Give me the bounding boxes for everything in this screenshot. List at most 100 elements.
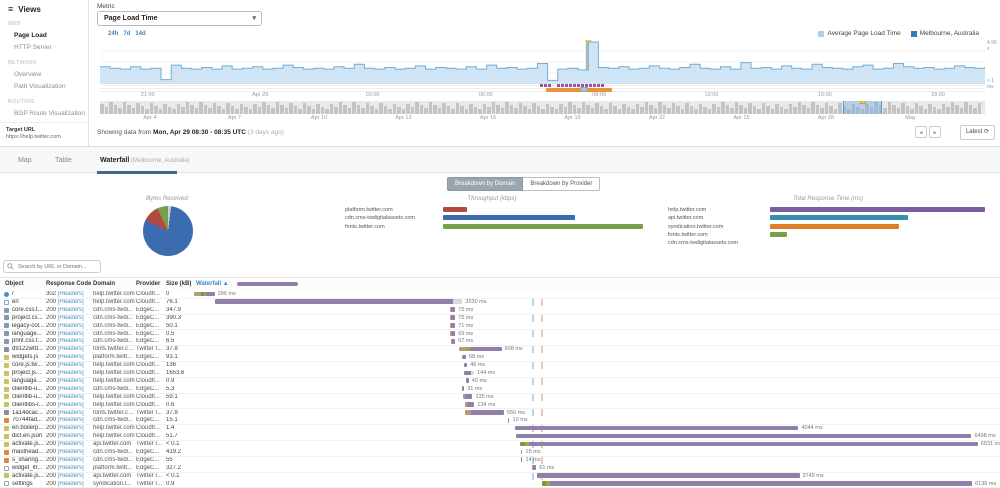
col-size[interactable]: Size (kB) bbox=[166, 281, 192, 287]
overview-timeline[interactable] bbox=[100, 101, 985, 114]
latest-button[interactable]: Latest ⟳ bbox=[959, 125, 995, 140]
tab-table[interactable]: Table bbox=[55, 157, 72, 164]
sidebar-item-overview[interactable]: Overview bbox=[14, 70, 42, 78]
waterfall-bar[interactable] bbox=[537, 473, 800, 478]
headers-link[interactable]: [Headers] bbox=[57, 464, 84, 471]
page-load-time-chart[interactable] bbox=[100, 39, 986, 85]
table-row[interactable]: dict.en.json 200 [Headers] help.twitter.co… bbox=[0, 432, 1000, 442]
doc-file-icon bbox=[4, 299, 9, 305]
table-row[interactable]: clientlibs-r... 200 [Headers] help.twitter… bbox=[0, 400, 1000, 410]
table-row[interactable]: project.js... 200 [Headers] help.twitter.c… bbox=[0, 369, 1000, 378]
headers-link[interactable]: [Headers] bbox=[57, 401, 84, 408]
headers-link[interactable]: [Headers] bbox=[57, 306, 84, 313]
headers-link[interactable]: [Headers] bbox=[57, 393, 84, 400]
headers-link[interactable]: [Headers] bbox=[57, 370, 84, 376]
waterfall-bar[interactable] bbox=[466, 378, 469, 384]
waterfall-bar[interactable] bbox=[462, 386, 465, 391]
headers-link[interactable]: [Headers] bbox=[57, 338, 84, 345]
headers-link[interactable]: [Headers] bbox=[57, 385, 84, 392]
headers-link[interactable]: [Headers] bbox=[57, 409, 84, 416]
waterfall-bar[interactable] bbox=[450, 338, 456, 344]
headers-link[interactable]: [Headers] bbox=[57, 330, 84, 337]
table-row[interactable]: 70744fad... 200 [Headers] cdn.cms-twdi... E… bbox=[0, 416, 1000, 426]
waterfall-bar[interactable] bbox=[521, 449, 523, 455]
table-row[interactable]: /302 [Headers] help.twitter.com Cloudfl...… bbox=[0, 290, 1000, 299]
cell-provider: Twitter I... bbox=[136, 441, 163, 448]
tab-waterfall[interactable]: Waterfall (Melbourne, Australia) bbox=[100, 157, 190, 164]
col-response-code[interactable]: Response Code bbox=[46, 281, 92, 287]
table-row[interactable]: widget_ifr... 200 [Headers] platform.twitt… bbox=[0, 463, 1000, 473]
breakdown-by-provider-button[interactable]: Breakdown by Provider bbox=[523, 177, 601, 191]
waterfall-bar[interactable] bbox=[463, 362, 468, 368]
waterfall-bar[interactable] bbox=[516, 433, 972, 439]
headers-link[interactable]: [Headers] bbox=[57, 441, 84, 448]
sidebar-item-http-server[interactable]: HTTP Server bbox=[14, 43, 52, 51]
table-row[interactable]: settings 200 [Headers] syndication.t... Twi… bbox=[0, 479, 1000, 488]
breakdown-by-domain-button[interactable]: Breakdown by Domain bbox=[447, 177, 524, 191]
table-row[interactable]: widgets.js 200 [Headers] platform.twitte..… bbox=[0, 353, 1000, 363]
table-row[interactable]: clientlib-u... 200 [Headers] cdn.cms-twdi.… bbox=[0, 384, 1000, 394]
redirect-file-icon bbox=[4, 291, 9, 297]
headers-link[interactable]: [Headers] bbox=[57, 425, 84, 432]
headers-link[interactable]: [Headers] bbox=[57, 362, 84, 369]
col-domain[interactable]: Domain bbox=[93, 281, 116, 287]
selected-time-marker[interactable] bbox=[580, 87, 588, 92]
headers-link[interactable]: [Headers] bbox=[57, 354, 84, 361]
next-round-button[interactable]: ► bbox=[929, 126, 941, 138]
waterfall-bar[interactable] bbox=[465, 410, 504, 415]
table-row[interactable]: legacy-col... 200 [Headers] cdn.cms-twdi..… bbox=[0, 321, 1000, 331]
search-input[interactable] bbox=[16, 262, 100, 271]
waterfall-bar[interactable] bbox=[450, 315, 456, 320]
sidebar-item-bgp-route-visualization[interactable]: BGP Route Visualization bbox=[14, 109, 85, 117]
waterfall-bar[interactable] bbox=[520, 441, 978, 447]
headers-link[interactable]: [Headers] bbox=[57, 346, 84, 353]
table-row[interactable]: masthead... 200 [Headers] cdn.cms-twdi... E… bbox=[0, 448, 1000, 457]
cell-size: 51.7 bbox=[166, 433, 178, 440]
waterfall-bar[interactable] bbox=[508, 417, 510, 423]
bar-label-platform-twitter-com: platform.twitter.com bbox=[345, 207, 393, 213]
headers-link[interactable]: [Headers] bbox=[57, 322, 84, 329]
waterfall-bar[interactable] bbox=[450, 331, 456, 336]
menu-icon[interactable]: ≡ bbox=[8, 4, 14, 14]
headers-link[interactable]: [Headers] bbox=[57, 472, 84, 479]
js-file-icon bbox=[4, 370, 9, 376]
headers-link[interactable]: [Headers] bbox=[57, 417, 84, 424]
headers-link[interactable]: [Headers] bbox=[57, 480, 84, 487]
range-7d[interactable]: 7d bbox=[123, 31, 131, 37]
headers-link[interactable]: [Headers] bbox=[57, 449, 84, 455]
waterfall-bar[interactable] bbox=[515, 425, 799, 431]
waterfall-bar[interactable] bbox=[463, 370, 475, 376]
headers-link[interactable]: [Headers] bbox=[57, 456, 84, 463]
col-object[interactable]: Object bbox=[5, 281, 24, 287]
legend-swatch bbox=[910, 30, 917, 37]
col-waterfall-sorted[interactable]: Waterfall ▲ bbox=[196, 281, 229, 287]
waterfall-bar[interactable] bbox=[521, 457, 523, 463]
range-14d[interactable]: 14d bbox=[135, 31, 146, 37]
waterfall-bar[interactable] bbox=[450, 323, 456, 328]
sidebar-item-page-load[interactable]: Page Load bbox=[14, 31, 47, 39]
headers-link[interactable]: [Headers] bbox=[57, 433, 84, 440]
headers-link[interactable]: [Headers] bbox=[57, 314, 84, 321]
waterfall-bar[interactable] bbox=[532, 465, 537, 470]
headers-link[interactable]: [Headers] bbox=[57, 377, 84, 384]
metric-select[interactable]: Page Load Time ▾ bbox=[97, 11, 262, 26]
cell-response-code: 302 [Headers] bbox=[46, 291, 92, 297]
waterfall-bar[interactable] bbox=[215, 299, 463, 305]
waterfall-bar[interactable] bbox=[462, 354, 467, 360]
waterfall-bar[interactable] bbox=[462, 394, 473, 399]
waterfall-bar[interactable] bbox=[542, 481, 973, 486]
sidebar-item-path-visualization[interactable]: Path Visualization bbox=[14, 82, 66, 90]
col-provider[interactable]: Provider bbox=[136, 281, 161, 287]
timeline-brush-selection[interactable] bbox=[842, 101, 882, 114]
waterfall-bar[interactable] bbox=[465, 402, 475, 407]
table-row[interactable]: core.css.t... 200 [Headers] cdn.cms-twdi..… bbox=[0, 305, 1000, 315]
waterfall-bar[interactable] bbox=[458, 346, 502, 352]
prev-round-button[interactable]: ◄ bbox=[915, 126, 927, 138]
headers-link[interactable]: [Headers] bbox=[57, 291, 84, 297]
range-24h[interactable]: 24h bbox=[108, 31, 119, 37]
headers-link[interactable]: [Headers] bbox=[57, 298, 84, 305]
tab-map[interactable]: Map bbox=[18, 157, 32, 164]
waterfall-bar[interactable] bbox=[194, 291, 215, 297]
table-row[interactable]: print.css.t... 200 [Headers] cdn.cms-twdi.… bbox=[0, 337, 1000, 347]
waterfall-bar[interactable] bbox=[450, 307, 456, 312]
